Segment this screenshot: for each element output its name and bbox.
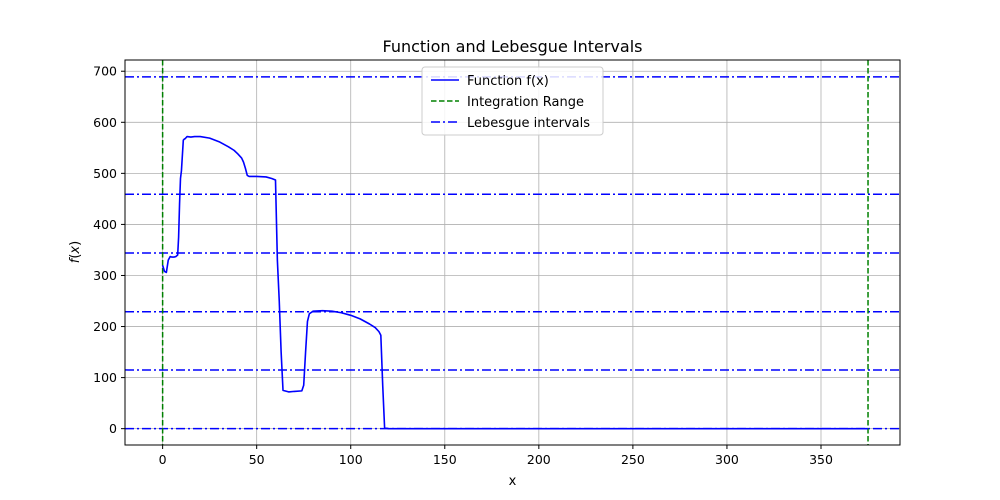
chart-title: Function and Lebesgue Intervals	[383, 37, 643, 56]
x-axis-title: x	[509, 474, 517, 489]
y-tick-label: 500	[93, 166, 117, 181]
plot-area-frame	[124, 59, 901, 446]
legend: Function f(x) Integration Range Lebesgue…	[421, 66, 604, 136]
x-tick-label: 100	[339, 452, 363, 467]
x-tick-label: 250	[621, 452, 645, 467]
y-tick-label: 600	[93, 115, 117, 130]
y-tick-label: 300	[93, 268, 117, 283]
y-tick-label: 700	[93, 64, 117, 79]
x-axis: 0 50 100 150 200 250 300 350	[159, 445, 833, 467]
y-tick-label: 0	[109, 421, 117, 436]
legend-label-lebesgue-intervals: Lebesgue intervals	[467, 116, 590, 131]
legend-label-integration-range: Integration Range	[467, 95, 584, 110]
x-tick-label: 150	[433, 452, 457, 467]
x-tick-label: 300	[715, 452, 739, 467]
legend-box	[421, 66, 604, 136]
x-tick-label: 50	[249, 452, 265, 467]
x-tick-label: 200	[527, 452, 551, 467]
y-tick-label: 400	[93, 217, 117, 232]
y-axis-title: f(x)	[68, 241, 83, 263]
x-tick-label: 350	[809, 452, 833, 467]
y-axis: 0 100 200 300 400 500 600 700	[93, 64, 125, 436]
y-tick-label: 200	[93, 319, 117, 334]
legend-label-function: Function f(x)	[467, 74, 549, 89]
x-tick-label: 0	[159, 452, 167, 467]
function-series-line	[161, 135, 869, 430]
y-tick-label: 100	[93, 370, 117, 385]
